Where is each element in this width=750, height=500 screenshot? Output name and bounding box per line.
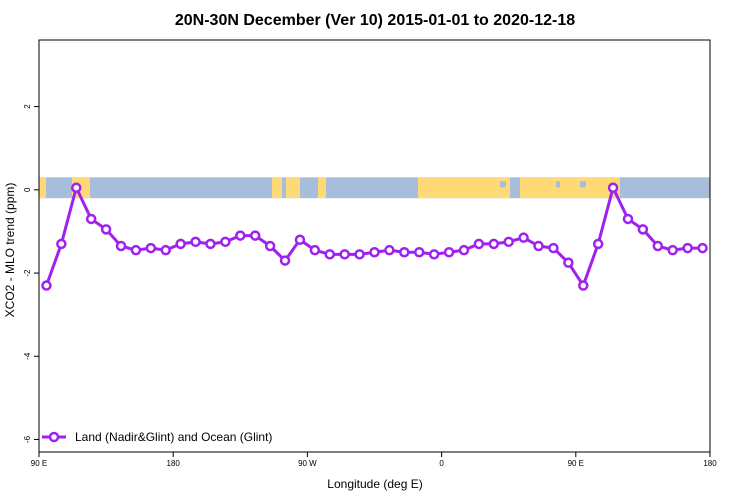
- data-point: [682, 242, 693, 254]
- legend-entry-label: Land (Nadir&Glint) and Ocean (Glint): [75, 430, 272, 444]
- data-point: [533, 240, 544, 252]
- data-point: [488, 238, 500, 250]
- data-point: [85, 213, 97, 225]
- data-point: [369, 246, 380, 258]
- data-point: [220, 236, 231, 248]
- data-point: [384, 244, 395, 256]
- ocean-patch: [514, 181, 518, 188]
- land-patch: [440, 177, 470, 199]
- chart-title: 20N-30N December (Ver 10) 2015-01-01 to …: [175, 12, 575, 29]
- data-point: [622, 213, 634, 225]
- y-axis-label: XCO2 - MLO trend (ppm): [3, 183, 17, 318]
- data-point: [160, 244, 171, 256]
- y-tick-label: 0: [23, 187, 32, 192]
- data-point: [339, 249, 350, 260]
- data-point: [190, 236, 201, 248]
- data-point: [249, 230, 261, 241]
- data-point: [399, 246, 410, 258]
- data-point: [578, 280, 589, 291]
- series-layer: [41, 182, 708, 291]
- ocean-patch: [580, 181, 586, 188]
- data-point: [443, 246, 455, 258]
- data-point: [518, 232, 529, 243]
- data-point: [548, 242, 559, 254]
- y-tick-label: -6: [23, 435, 32, 443]
- legend-marker: [48, 431, 60, 443]
- legend: Land (Nadir&Glint) and Ocean (Glint): [42, 430, 272, 444]
- data-point: [56, 238, 67, 250]
- data-point: [71, 182, 82, 193]
- x-tick-label: 180: [167, 459, 181, 468]
- data-point: [667, 244, 678, 256]
- data-point: [563, 257, 574, 268]
- data-point: [294, 234, 306, 246]
- data-point: [428, 249, 440, 260]
- x-axis-label: Longitude (deg E): [327, 477, 422, 491]
- y-axis: 2 0 -2 -4 -6: [23, 104, 39, 443]
- ocean-patch: [556, 181, 560, 188]
- y-tick-label: 2: [23, 104, 32, 109]
- data-point: [637, 224, 649, 235]
- ocean-patch: [500, 181, 506, 188]
- series-line: [45, 186, 703, 288]
- land-patch: [272, 177, 282, 199]
- data-point: [473, 238, 485, 250]
- data-point: [697, 242, 708, 254]
- data-point: [279, 255, 291, 266]
- data-point: [41, 280, 52, 291]
- plot-frame: [38, 39, 711, 453]
- data-point: [115, 240, 127, 252]
- data-point: [354, 249, 365, 260]
- data-point: [235, 230, 246, 241]
- data-point: [130, 244, 142, 256]
- data-point: [309, 244, 321, 256]
- x-tick-label: 0: [439, 459, 444, 468]
- data-point: [100, 224, 112, 235]
- data-point: [175, 238, 186, 250]
- data-point: [264, 240, 276, 252]
- data-point: [503, 236, 514, 248]
- x-tick-label: 90 E: [31, 459, 47, 468]
- land-patch: [540, 177, 548, 199]
- data-point: [205, 238, 216, 250]
- land-patch: [492, 177, 510, 199]
- data-point: [652, 240, 664, 252]
- x-tick-label: 90 E: [568, 459, 584, 468]
- x-tick-label: 90 W: [298, 459, 317, 468]
- land-patch: [318, 177, 326, 199]
- data-point: [458, 244, 470, 256]
- x-tick-label: 180: [703, 459, 717, 468]
- land-patch: [520, 177, 540, 199]
- land-patch: [418, 177, 440, 199]
- data-point: [145, 242, 157, 254]
- x-axis: 90 E 180 90 W 0 90 E 180: [31, 452, 717, 468]
- y-tick-label: -2: [23, 269, 32, 277]
- map-background-band: [39, 177, 710, 199]
- land-patch: [39, 177, 46, 199]
- data-point: [324, 249, 336, 260]
- data-point: [607, 182, 619, 193]
- land-patch: [548, 177, 620, 199]
- land-patch: [286, 177, 300, 199]
- data-point: [592, 238, 604, 250]
- y-tick-label: -4: [23, 352, 32, 360]
- data-point: [413, 246, 425, 258]
- land-patch: [470, 177, 492, 199]
